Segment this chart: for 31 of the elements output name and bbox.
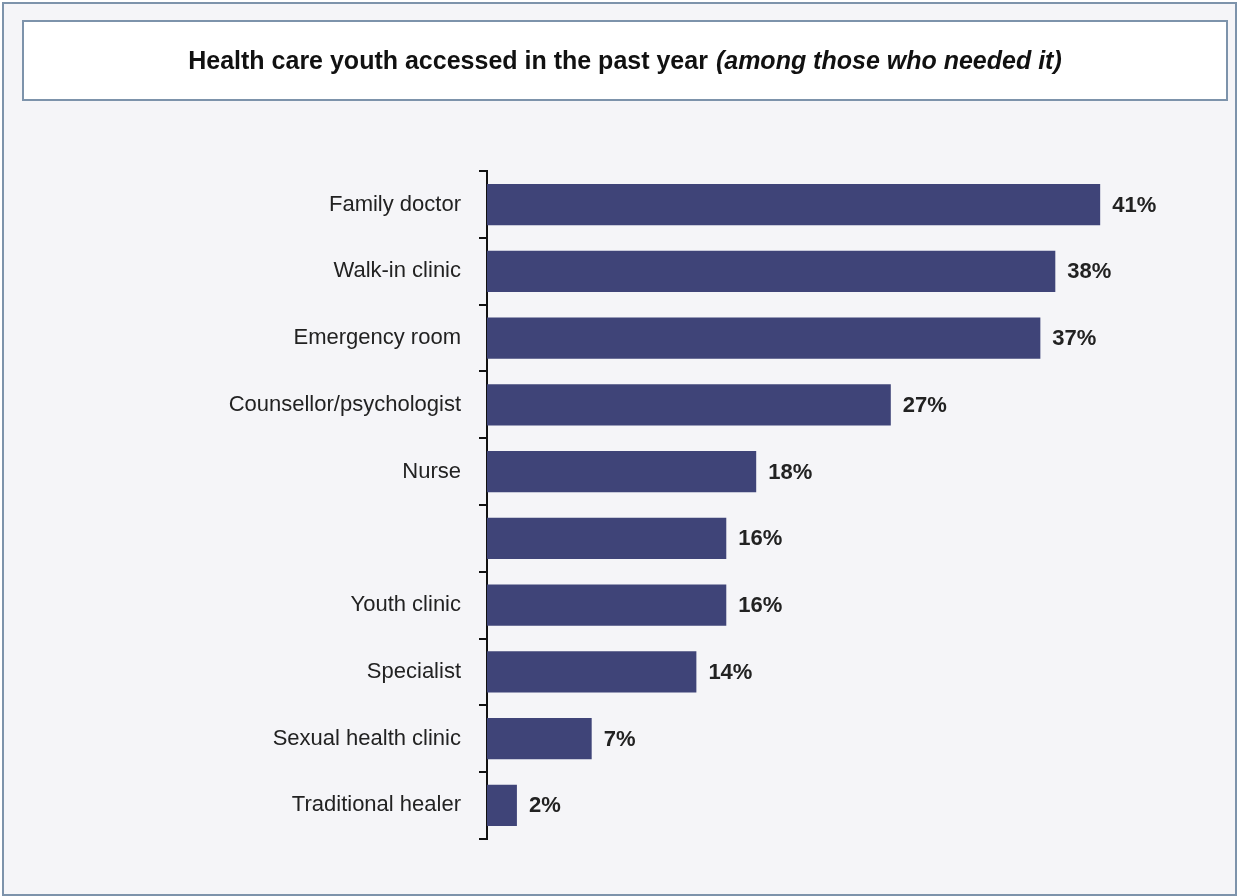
bar <box>487 183 1101 226</box>
y-tick-label: Family doctor <box>328 190 461 216</box>
y-tick-label: Walk-in clinic <box>333 257 461 283</box>
y-tick-label: Nurse <box>402 457 461 483</box>
bar <box>487 384 891 426</box>
data-label: 2% <box>528 792 561 818</box>
bar <box>487 717 592 760</box>
data-label: 27% <box>902 391 947 417</box>
y-tick-label: Traditional healer <box>291 791 461 817</box>
chart-title: Health care youth accessed in the past year <box>188 46 708 75</box>
bar <box>487 250 1056 293</box>
y-tick-label: Youth clinic <box>350 591 461 617</box>
data-label: 38% <box>1067 258 1112 284</box>
bar <box>487 784 517 827</box>
y-tick-label: Specialist <box>366 657 461 683</box>
y-tick-label: Sexual health clinic <box>272 724 461 750</box>
data-label: 16% <box>738 592 783 618</box>
bar <box>487 450 757 493</box>
data-label: 16% <box>738 525 783 551</box>
data-label: 14% <box>708 658 753 684</box>
chart-subtitle: (among those who needed it) <box>715 46 1062 75</box>
data-label: 18% <box>768 458 813 484</box>
bar <box>487 651 697 693</box>
bar <box>487 317 1041 359</box>
y-tick-label: Counsellor/psychologist <box>228 390 461 416</box>
bar <box>487 584 727 626</box>
y-tick-label: Emergency room <box>293 324 461 350</box>
data-label: 7% <box>603 725 636 751</box>
data-label: 37% <box>1052 325 1097 351</box>
bar <box>487 517 727 560</box>
data-label: 41% <box>1112 191 1157 217</box>
